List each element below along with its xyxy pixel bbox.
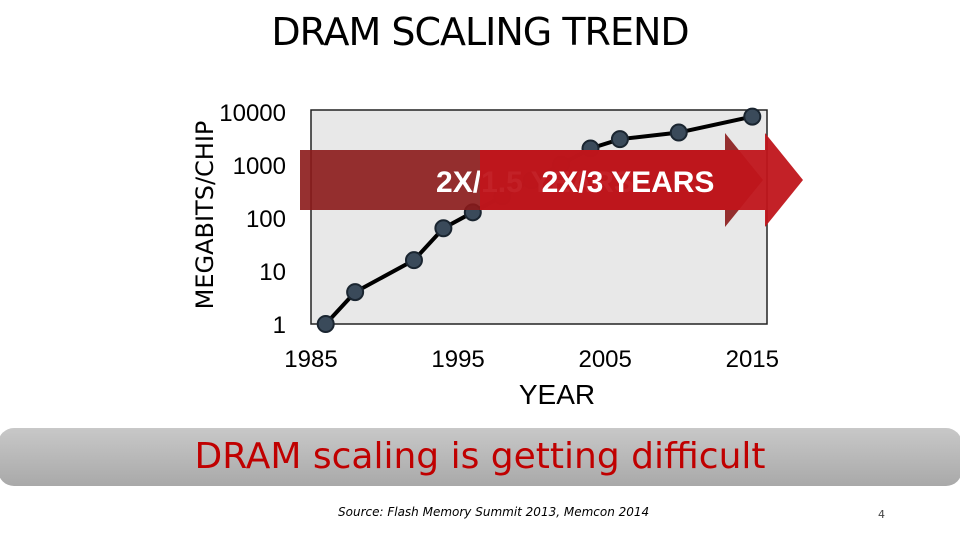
arrow-head xyxy=(765,133,803,227)
data-point xyxy=(404,251,423,270)
x-tick-labels: 1985 1995 2005 2015 xyxy=(284,346,779,373)
y-tick-label: 1000 xyxy=(233,153,286,180)
x-tick-label: 2005 xyxy=(578,346,631,373)
data-point xyxy=(743,107,762,126)
y-tick-label: 1 xyxy=(273,312,286,339)
plot-area xyxy=(310,109,768,325)
x-tick-label: 2015 xyxy=(726,346,779,373)
takeaway-banner xyxy=(0,428,960,486)
y-tick-label: 10 xyxy=(259,259,286,286)
arrow-label: 2X/3 YEARS xyxy=(542,166,715,199)
data-point xyxy=(669,123,688,142)
x-axis-label: YEAR xyxy=(519,379,595,410)
x-tick-label: 1985 xyxy=(284,346,337,373)
x-tick-label: 1995 xyxy=(431,346,484,373)
page-number: 4 xyxy=(878,508,885,521)
arrow-annotation: 2X/3 YEARS xyxy=(480,133,803,227)
annotation-arrows: 2X/1.5 YEARS2X/3 YEARS xyxy=(300,133,803,227)
data-point xyxy=(316,315,335,333)
data-point xyxy=(610,130,629,149)
data-point xyxy=(346,283,365,302)
slide-title: DRAM SCALING TREND xyxy=(271,10,689,54)
y-tick-label: 100 xyxy=(246,206,286,233)
takeaway-text: DRAM scaling is getting difficult xyxy=(194,436,766,477)
chart: 1 10 100 1000 10000 1985 1995 2005 2015 2X/1.5 … xyxy=(219,100,803,410)
y-tick-labels: 1 10 100 1000 10000 xyxy=(219,100,286,339)
y-tick-label: 10000 xyxy=(219,100,286,127)
data-point xyxy=(434,219,453,238)
source-note: Source: Flash Memory Summit 2013, Memcon… xyxy=(338,505,650,519)
arrow-body xyxy=(480,150,765,210)
